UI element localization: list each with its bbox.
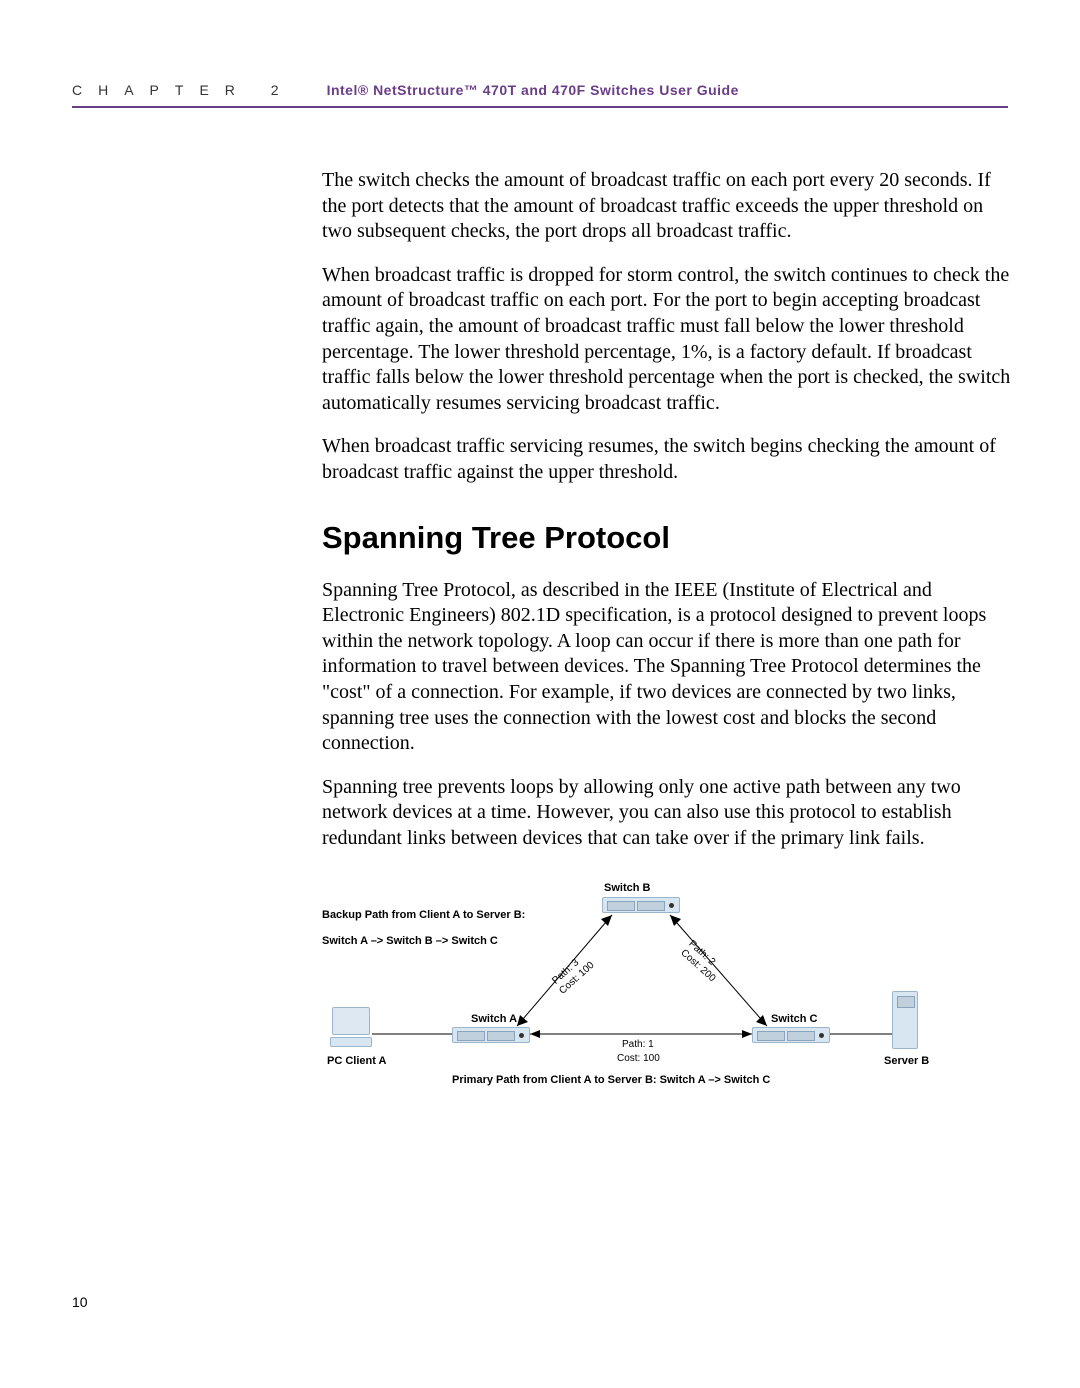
backup-path-label-2: Switch A –> Switch B –> Switch C [322,935,498,947]
path1-path-label: Path: 1 [622,1039,654,1050]
page-number: 10 [72,1294,88,1310]
switch-b-label: Switch B [604,882,650,894]
switch-b-icon [602,897,680,913]
switch-c-label: Switch C [771,1013,817,1025]
switch-a-icon [452,1027,530,1043]
page-header: CHAPTER 2 Intel® NetStructure™ 470T and … [72,82,1008,108]
guide-title: Intel® NetStructure™ 470T and 470F Switc… [327,82,739,98]
body-paragraph-3: When broadcast traffic servicing resumes… [322,434,1012,485]
section-heading: Spanning Tree Protocol [322,520,1012,556]
body-paragraph-4: Spanning Tree Protocol, as described in … [322,578,1012,757]
pc-client-icon [332,1007,372,1051]
primary-path-label: Primary Path from Client A to Server B: … [452,1074,770,1086]
switch-c-icon [752,1027,830,1043]
server-label: Server B [884,1055,929,1067]
spanning-tree-diagram: Backup Path from Client A to Server B: S… [322,879,1012,1089]
body-paragraph-5: Spanning tree prevents loops by allowing… [322,775,1012,852]
backup-path-label-1: Backup Path from Client A to Server B: [322,909,525,921]
body-paragraph-1: The switch checks the amount of broadcas… [322,168,1012,245]
server-icon [892,991,918,1049]
switch-a-label: Switch A [471,1013,517,1025]
body-paragraph-2: When broadcast traffic is dropped for st… [322,263,1012,417]
path1-cost-label: Cost: 100 [617,1053,660,1064]
pc-client-label: PC Client A [327,1055,387,1067]
content-area: The switch checks the amount of broadcas… [322,168,1012,1089]
chapter-label: CHAPTER 2 [72,82,295,98]
